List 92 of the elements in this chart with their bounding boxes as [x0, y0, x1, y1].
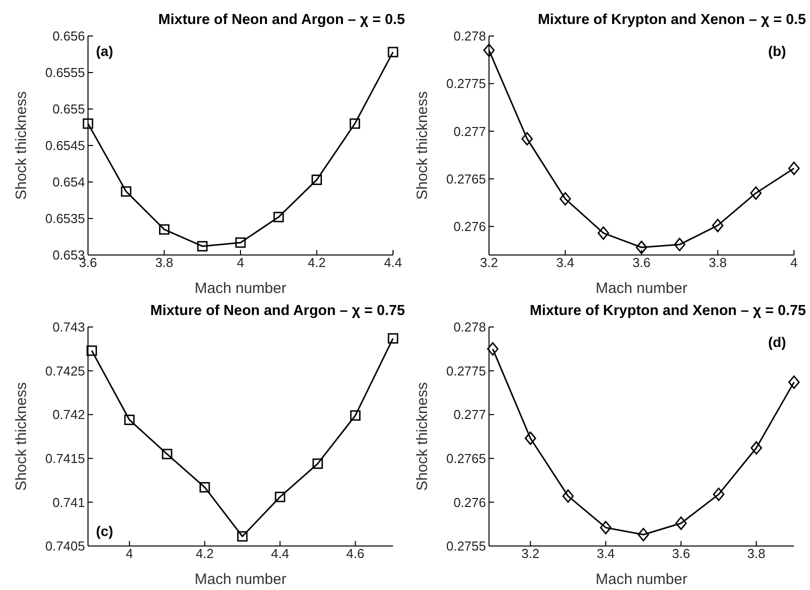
point: [82, 118, 94, 129]
x-tick-label: 4.4: [384, 255, 402, 270]
chart-title: Mixture of Krypton and Xenon – χ = 0.75: [528, 303, 806, 319]
point: [788, 375, 800, 389]
y-tick-label: 0.7405: [45, 538, 85, 554]
point: [273, 212, 284, 222]
point: [788, 162, 800, 176]
x-tick-label: 4.6: [346, 546, 364, 562]
x-tick-label: 3.8: [708, 255, 727, 270]
point: [200, 482, 210, 493]
y-tick-label: 0.277: [453, 124, 486, 139]
point: [600, 520, 612, 534]
annotation: (a): [96, 43, 114, 59]
x-tick-label: 4.4: [271, 546, 290, 562]
x-axis-title: Mach number: [194, 280, 286, 297]
point: [560, 192, 571, 206]
point: [750, 186, 762, 200]
annotation: (b): [768, 43, 786, 59]
x-tick-label: 4: [126, 546, 134, 562]
y-tick-label: 0.656: [52, 28, 85, 44]
y-tick-label: 0.6555: [45, 65, 85, 80]
x-tick-label: 3.2: [521, 546, 540, 562]
x-tick-label: 3.4: [556, 255, 574, 270]
y-tick-label: 0.654: [52, 174, 85, 190]
y-axis-title: Shock thickness: [13, 382, 30, 491]
x-tick-label: 3.6: [672, 546, 690, 562]
point: [674, 238, 686, 252]
y-tick-label: 0.276: [453, 494, 486, 510]
y-tick-label: 0.276: [453, 219, 486, 234]
point: [483, 44, 495, 57]
point: [388, 333, 398, 344]
x-tick-label: 3.2: [480, 255, 498, 270]
y-tick-label: 0.2755: [446, 538, 486, 554]
x-tick-label: 4.2: [196, 546, 214, 562]
point: [638, 528, 650, 542]
point: [562, 489, 574, 503]
y-tick-label: 0.6545: [45, 138, 85, 154]
x-tick-label: 3.8: [747, 546, 766, 562]
y-tick-label: 0.277: [453, 407, 486, 422]
y-axis-title: Shock thickness: [414, 382, 431, 491]
point: [312, 174, 322, 186]
point: [274, 492, 286, 502]
point: [487, 342, 498, 356]
y-tick-label: 0.2775: [446, 363, 486, 378]
point: [86, 345, 97, 356]
chart-title: Mixture of Neon and Argon – χ = 0.75: [149, 303, 405, 319]
point: [521, 132, 533, 146]
point: [159, 224, 170, 235]
point: [124, 414, 135, 426]
chart-title: Mixture of Krypton and Xenon – χ = 0.5: [536, 12, 806, 28]
point: [598, 226, 610, 240]
y-tick-label: 0.655: [52, 102, 85, 117]
point: [524, 432, 536, 445]
x-tick-label: 4: [790, 255, 798, 270]
point: [197, 241, 208, 252]
point: [750, 441, 762, 455]
x-tick-label: 3.6: [632, 255, 651, 270]
x-tick-label: 3.4: [596, 546, 615, 562]
x-tick-label: 3.8: [155, 255, 174, 270]
x-axis-title: Mach number: [194, 571, 286, 588]
annotation: (c): [96, 523, 114, 539]
y-tick-label: 0.2765: [446, 171, 486, 186]
y-tick-label: 0.2765: [446, 451, 486, 466]
y-axis-title: Shock thickness: [13, 91, 30, 200]
x-axis-title: Mach number: [596, 280, 688, 297]
x-tick-label: 4: [236, 255, 244, 270]
point: [120, 186, 132, 197]
point: [350, 118, 360, 129]
x-axis-title: Mach number: [596, 571, 688, 588]
point: [162, 448, 172, 460]
point: [636, 240, 648, 254]
x-tick-label: 4.2: [308, 255, 326, 270]
y-tick-label: 0.2775: [446, 76, 486, 92]
point: [675, 516, 687, 530]
y-tick-label: 0.7415: [45, 451, 85, 466]
y-tick-label: 0.743: [52, 320, 85, 335]
point: [388, 46, 398, 58]
y-tick-label: 0.278: [453, 320, 486, 335]
point: [712, 488, 724, 502]
point: [350, 410, 361, 421]
y-tick-label: 0.6535: [45, 211, 85, 226]
point: [712, 218, 724, 232]
chart-title: Mixture of Neon and Argon – χ = 0.5: [157, 12, 405, 28]
y-axis-title: Shock thickness: [414, 91, 431, 200]
point: [312, 458, 323, 469]
annotation: (d): [768, 334, 786, 350]
point: [235, 237, 246, 248]
y-tick-label: 0.742: [52, 407, 85, 422]
y-tick-label: 0.7425: [45, 363, 85, 378]
y-tick-label: 0.741: [52, 494, 85, 510]
point: [237, 531, 248, 542]
y-tick-label: 0.278: [453, 28, 486, 44]
